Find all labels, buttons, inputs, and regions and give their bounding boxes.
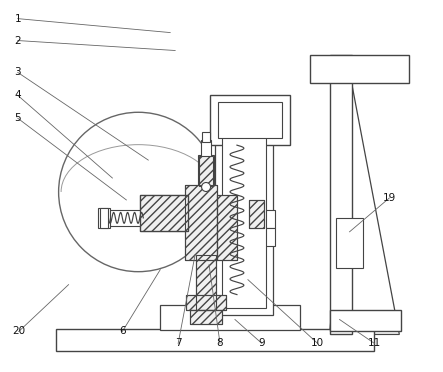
Text: 6: 6: [119, 327, 126, 336]
Bar: [310, 55, 409, 83]
Bar: [237, 228, 275, 246]
Bar: [330, 55, 351, 334]
Bar: [217, 195, 237, 260]
Bar: [218, 102, 282, 138]
Bar: [222, 137, 266, 308]
Bar: [140, 195, 188, 231]
Text: 2: 2: [15, 36, 21, 45]
Bar: [160, 305, 300, 330]
Bar: [336, 218, 363, 268]
Bar: [140, 195, 188, 213]
Bar: [198, 155, 214, 187]
Bar: [215, 130, 273, 314]
Bar: [196, 255, 216, 310]
Circle shape: [202, 183, 210, 192]
Text: 3: 3: [15, 67, 21, 77]
Text: 10: 10: [311, 339, 324, 349]
Bar: [217, 195, 237, 260]
Text: 7: 7: [175, 339, 182, 349]
Bar: [330, 310, 401, 331]
Text: 1: 1: [15, 14, 21, 24]
Text: 20: 20: [12, 327, 25, 336]
Bar: [186, 295, 226, 310]
Text: 5: 5: [15, 113, 21, 123]
Bar: [106, 210, 144, 226]
Bar: [185, 185, 217, 260]
Bar: [237, 210, 275, 228]
Bar: [56, 330, 374, 352]
Text: 4: 4: [15, 90, 21, 100]
Bar: [202, 132, 210, 142]
Text: 11: 11: [368, 339, 381, 349]
Bar: [201, 140, 211, 158]
Text: 9: 9: [259, 339, 265, 349]
Text: 19: 19: [383, 193, 396, 203]
Text: 8: 8: [217, 339, 223, 349]
Bar: [140, 213, 188, 231]
Polygon shape: [330, 82, 399, 334]
Bar: [101, 208, 109, 228]
Bar: [98, 208, 110, 228]
Bar: [185, 185, 217, 260]
Bar: [190, 310, 222, 324]
Bar: [249, 200, 264, 228]
Bar: [186, 295, 226, 310]
Bar: [190, 310, 222, 324]
Circle shape: [58, 112, 218, 272]
Bar: [249, 200, 264, 228]
Bar: [199, 156, 213, 186]
Bar: [210, 95, 290, 145]
Bar: [196, 255, 216, 310]
Bar: [140, 195, 188, 231]
